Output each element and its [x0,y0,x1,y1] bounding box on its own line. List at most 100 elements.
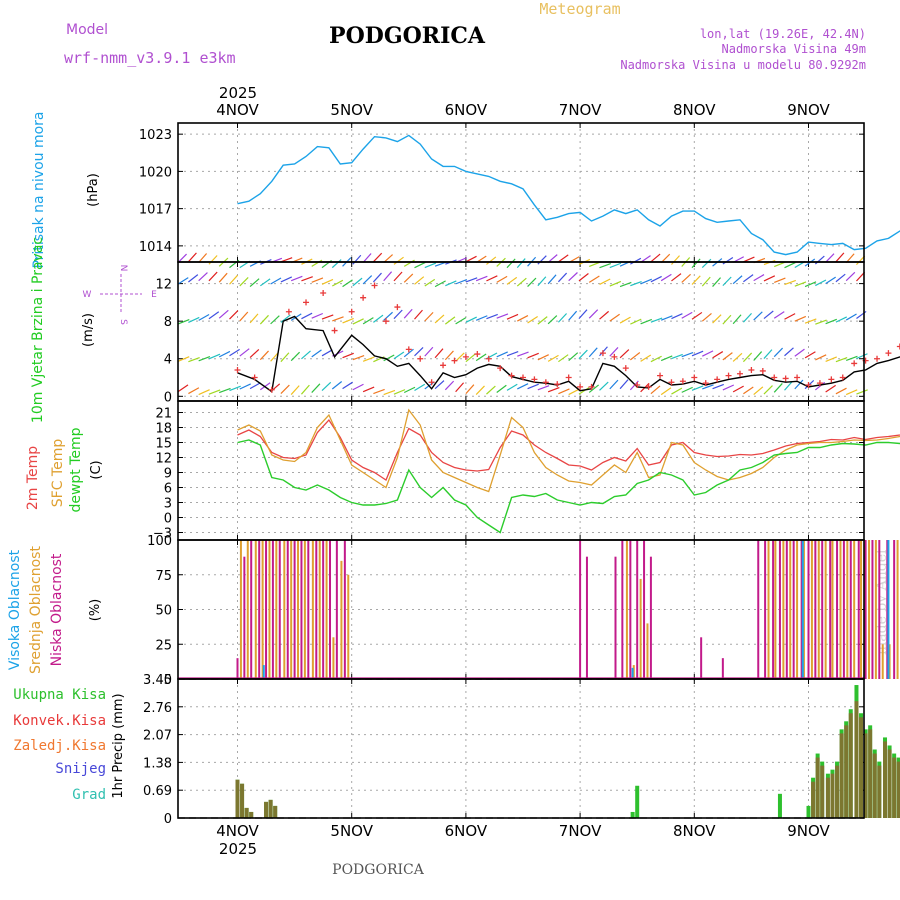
wind-barb [342,352,354,359]
wind-barb [403,273,414,283]
mid-cloud-bar [860,540,863,679]
wind-barb [558,354,569,363]
wind-barb [753,386,764,396]
wind-barb [609,280,622,287]
wind-barb [516,258,526,268]
mid-cloud-bar [888,644,891,679]
wind-barb [198,272,208,282]
footer-title: PODGORICA [332,862,425,878]
wind-barb [547,354,559,362]
wind-barb [773,347,784,358]
wind-barb [558,388,570,395]
wind-barb [362,317,374,325]
compass-s: S [118,319,128,325]
wind-barb [290,313,302,321]
compass-rose: N W E S [83,265,158,326]
low-cloud-bar [800,540,803,679]
wind-barb [835,316,848,323]
panel-frame [177,122,865,263]
wind-barb [229,274,238,285]
wind-barb [188,274,199,283]
dewpt-title: dewpt Temp [68,427,84,512]
date-label-bottom: 6NOV [445,822,488,840]
wind-barb [249,278,260,288]
wind-barb [239,348,250,357]
wind-barb [701,312,712,322]
wind-barb [845,313,857,321]
wind-gust-marker [634,382,641,389]
date-label-top: 4NOV [216,101,259,119]
wind-barb [537,354,549,361]
precip-conv-bar [264,801,269,818]
wind-gust-marker [577,383,584,390]
wind-barb [444,316,456,325]
wind-barb [424,346,434,357]
model-elevation: Nadmorska Visina u modelu 80.9292m [620,58,866,72]
station-elevation: Nadmorska Visina 49m [722,42,867,56]
wind-barb [208,255,218,265]
wind-barb [815,319,827,325]
wind-barb [177,356,190,362]
wind-barb [527,316,538,324]
y-tick-label: 100 [147,534,172,549]
wind-barb [671,313,683,320]
wind-barb [229,385,241,392]
wind-barb [280,257,293,263]
wind-barb [804,318,817,324]
wind-barb [732,385,744,393]
low-cloud-bar [621,540,624,679]
y-tick-label: 0 [164,812,172,827]
wind-gust-marker [417,355,424,362]
wind-barb [722,276,732,287]
low-cloud-bar [842,540,845,679]
y-tick-label: 3.45 [143,673,172,688]
wind-barb [527,383,539,390]
wind-barb [763,349,773,359]
wind-barb [547,274,557,285]
wind-barb [280,352,290,363]
wind-barb [825,276,836,285]
wind-gust-marker [874,355,881,362]
page-title: PODGORICA [329,23,486,49]
wind-barb [794,348,805,357]
y-tick-label: 21 [155,407,172,422]
wind-barb [342,317,354,324]
wind-barb [218,272,228,283]
wind-barb [198,313,210,321]
wind-barb [650,275,662,283]
wind-barb [445,280,457,287]
wind-barb [712,314,722,324]
y-tick-label: −3 [153,527,172,542]
mid-cloud-bar [789,540,792,679]
wind-gust-marker [691,374,698,381]
year-bottom: 2025 [219,840,257,858]
y-tick-label: 0 [164,673,172,688]
wind-barb [372,272,382,283]
dewpoint-line [237,439,900,534]
low-cloud-bar [293,540,296,679]
wind-barb [609,262,622,269]
low-cloud-bar [864,540,867,679]
wind-barb [496,351,508,358]
y-tick-label: 18 [155,422,172,437]
wind-barb [712,383,724,390]
wind-barb [671,353,683,360]
wind-barb [455,317,467,325]
wind-gust-marker [531,376,538,383]
high-cloud-title: Visoka Oblacnost [7,549,23,670]
wind-barb [331,381,343,390]
wind-barb [722,352,733,361]
precip-conv-bar [863,733,868,818]
wind-barb [835,387,847,395]
wind-barb [660,355,673,362]
wind-barb [311,312,324,319]
wind-barb [218,309,229,319]
wind-barb [743,274,754,283]
wind-barb [465,255,477,263]
precip-conv-bar [854,701,859,818]
wind-barb [794,281,807,287]
wind-barb [537,316,548,325]
wind-barb [455,352,465,362]
wind-barb [547,254,558,263]
